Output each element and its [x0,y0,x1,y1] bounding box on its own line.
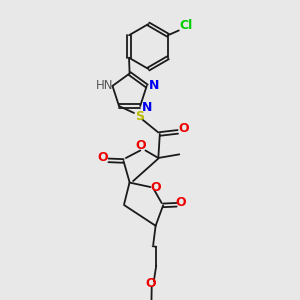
Text: N: N [142,101,152,114]
Text: O: O [178,122,189,135]
Text: O: O [145,277,155,290]
Text: N: N [149,79,159,92]
Text: HN: HN [96,79,113,92]
Text: O: O [150,181,160,194]
Text: O: O [176,196,186,209]
Text: O: O [136,140,146,152]
Text: Cl: Cl [180,20,193,32]
Text: S: S [135,110,144,123]
Text: O: O [98,152,108,164]
